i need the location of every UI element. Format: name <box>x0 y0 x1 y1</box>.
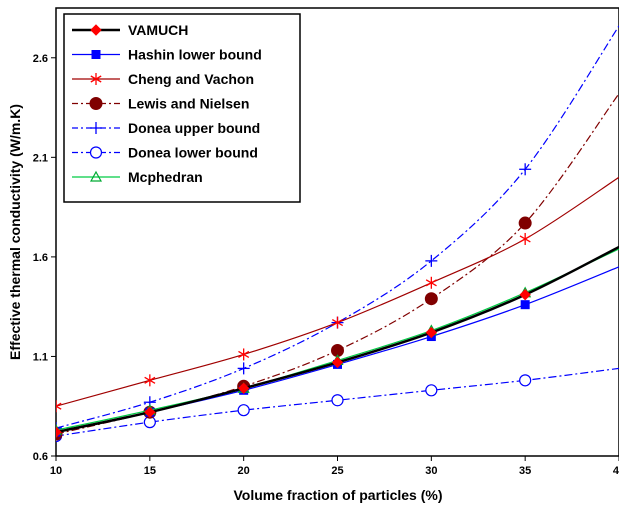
x-tick-label: 20 <box>238 465 250 477</box>
legend-label: Mcphedran <box>128 169 203 185</box>
data-point-vamuch <box>237 382 250 395</box>
data-point-vamuch <box>56 426 62 438</box>
legend-label: Cheng and Vachon <box>128 71 254 87</box>
data-point-hashin-lower-bound <box>520 300 530 310</box>
y-tick-label: 2.6 <box>33 53 48 65</box>
legend-box <box>63 13 301 203</box>
y-tick-label: 0.6 <box>33 451 48 463</box>
data-point-lewis-and-nielsen <box>424 292 438 306</box>
data-point-cheng-and-vachon <box>238 348 250 361</box>
data-point-cheng-and-vachon <box>519 232 531 245</box>
legend-marker <box>90 73 102 85</box>
x-tick-label: 30 <box>425 465 437 477</box>
legend: VAMUCH Hashin lower bound Cheng and Vachon… <box>63 13 301 203</box>
legend-marker <box>90 122 102 134</box>
legend-item-hashin-lower-bound: Hashin lower bound <box>72 47 262 63</box>
legend-label: VAMUCH <box>128 22 188 38</box>
series-line-donea-upper-bound <box>56 25 619 429</box>
series-donea-upper-bound <box>56 25 619 435</box>
legend-marker <box>90 24 102 36</box>
legend-marker <box>89 170 103 182</box>
legend-item-donea-upper-bound: Donea upper bound <box>72 120 260 136</box>
legend-marker <box>91 50 101 59</box>
data-point-cheng-and-vachon <box>331 316 344 329</box>
legend-item-cheng-and-vachon: Cheng and Vachon <box>72 71 254 87</box>
data-point-donea-upper-bound <box>237 362 250 375</box>
y-tick-label: 1.1 <box>33 351 48 363</box>
x-axis-title: Volume fraction of particles (%) <box>234 487 443 503</box>
series-layer <box>56 25 619 443</box>
data-point-cheng-and-vachon <box>144 374 156 387</box>
data-point-donea-lower-bound <box>519 374 532 387</box>
data-point-cheng-and-vachon <box>56 400 62 413</box>
x-tick-label: 40 <box>613 465 619 477</box>
data-point-vamuch <box>144 406 156 418</box>
x-tick-label: 35 <box>519 465 531 477</box>
legend-item-mcphedran: Mcphedran <box>72 169 203 185</box>
legend-marker <box>89 146 103 159</box>
data-point-donea-upper-bound <box>425 254 438 267</box>
data-point-vamuch <box>425 326 438 339</box>
legend-item-vamuch: VAMUCH <box>72 22 188 38</box>
y-tick-label: 2.1 <box>33 152 48 164</box>
data-point-donea-lower-bound <box>237 404 250 417</box>
legend-item-lewis-and-nielsen: Lewis and Nielsen <box>72 96 249 112</box>
x-tick-label: 25 <box>331 465 343 477</box>
legend-label: Lewis and Nielsen <box>128 96 249 112</box>
data-point-vamuch <box>519 289 531 301</box>
series-cheng-and-vachon <box>56 176 619 413</box>
legend-label: Hashin lower bound <box>128 47 262 63</box>
legend-label: Donea upper bound <box>128 120 260 136</box>
data-point-cheng-and-vachon <box>425 276 437 289</box>
y-axis-title: Effective thermal conductivity (W/m.K) <box>7 104 23 360</box>
x-tick-label: 10 <box>50 465 62 477</box>
data-point-vamuch <box>331 356 344 369</box>
x-tick-label: 15 <box>144 465 156 477</box>
legend-label: Donea lower bound <box>128 145 258 161</box>
legend-marker <box>89 97 103 110</box>
data-point-donea-lower-bound <box>425 384 438 397</box>
data-point-donea-upper-bound <box>519 163 532 176</box>
data-point-lewis-and-nielsen <box>518 216 532 230</box>
axis-layer: 10 15 20 25 30 35 40 0.6 1.1 1.6 2.1 2.6 <box>33 53 619 477</box>
legend-item-donea-lower-bound: Donea lower bound <box>72 145 258 161</box>
y-tick-label: 1.6 <box>33 252 48 264</box>
data-point-donea-lower-bound <box>331 394 344 407</box>
series-vamuch <box>56 245 619 438</box>
